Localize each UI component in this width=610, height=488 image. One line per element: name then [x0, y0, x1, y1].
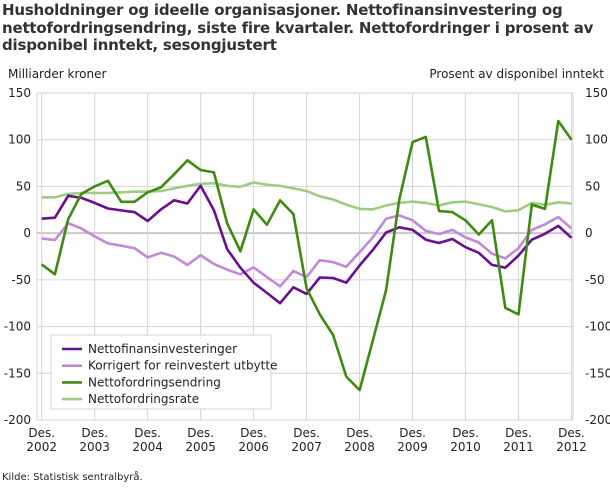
- y-tick-left: -50: [11, 273, 31, 287]
- x-tick-label: Des.: [240, 426, 267, 440]
- source-note: Kilde: Statistisk sentralbyrå.: [2, 472, 143, 483]
- legend-label: Nettofinansinvesteringer: [88, 342, 237, 356]
- x-tick-label: 2008: [344, 440, 375, 454]
- y-axis-left-label: Milliarder kroner: [8, 67, 107, 81]
- x-tick-label: Des.: [134, 426, 161, 440]
- legend-label: Nettofordringsendring: [88, 375, 221, 389]
- legend-label: Nettofordringsrate: [88, 392, 199, 406]
- x-tick-label: 2010: [450, 440, 481, 454]
- y-tick-right: 0: [585, 226, 593, 240]
- y-tick-right: -200: [585, 413, 610, 427]
- x-tick-label: Des.: [558, 426, 585, 440]
- x-tick-label: Des.: [293, 426, 320, 440]
- x-tick-label: 2011: [503, 440, 534, 454]
- x-tick-label: 2004: [132, 440, 163, 454]
- legend-label: Korrigert for reinvestert utbytte: [88, 359, 277, 373]
- x-tick-label: Des.: [346, 426, 373, 440]
- y-tick-right: -100: [585, 320, 610, 334]
- x-tick-label: Des.: [81, 426, 108, 440]
- y-tick-right: -50: [585, 273, 605, 287]
- legend: Nettofinansinvesteringer Korrigert for re…: [50, 334, 277, 410]
- x-tick-label: Des.: [399, 426, 426, 440]
- y-tick-left: -100: [4, 320, 31, 334]
- series-line-nettofinansinvesteringer: [41, 184, 573, 305]
- chart-title: Husholdninger og ideelle organisasjoner.…: [2, 1, 594, 54]
- y-tick-left: -200: [4, 413, 31, 427]
- x-tick-label: Des.: [187, 426, 214, 440]
- series-line-korrigert-for-reinvestert-utbytte: [41, 214, 573, 288]
- x-tick-label: 2006: [238, 440, 269, 454]
- y-tick-left: -150: [4, 366, 31, 380]
- x-tick-label: 2012: [556, 440, 587, 454]
- y-tick-right: 50: [585, 179, 600, 193]
- y-tick-left: 150: [8, 86, 31, 100]
- x-tick-label: 2009: [397, 440, 428, 454]
- y-tick-left: 0: [23, 226, 31, 240]
- y-tick-right: 100: [585, 133, 608, 147]
- x-tick-label: 2002: [26, 440, 57, 454]
- x-tick-label: 2003: [79, 440, 110, 454]
- y-axis-right-label: Prosent av disponibel inntekt: [429, 67, 604, 81]
- series-line-nettofordringsendring: [40, 119, 573, 392]
- x-tick-label: Des.: [505, 426, 532, 440]
- y-tick-right: 150: [585, 86, 608, 100]
- series-line-nettofordringsrate: [41, 181, 572, 213]
- legend-box: [50, 334, 272, 410]
- y-tick-left: 100: [8, 133, 31, 147]
- x-tick-label: 2007: [291, 440, 322, 454]
- x-tick-label: 2005: [185, 440, 216, 454]
- x-tick-label: Des.: [28, 426, 55, 440]
- y-tick-right: -150: [585, 366, 610, 380]
- y-tick-left: 50: [16, 179, 31, 193]
- x-tick-label: Des.: [452, 426, 479, 440]
